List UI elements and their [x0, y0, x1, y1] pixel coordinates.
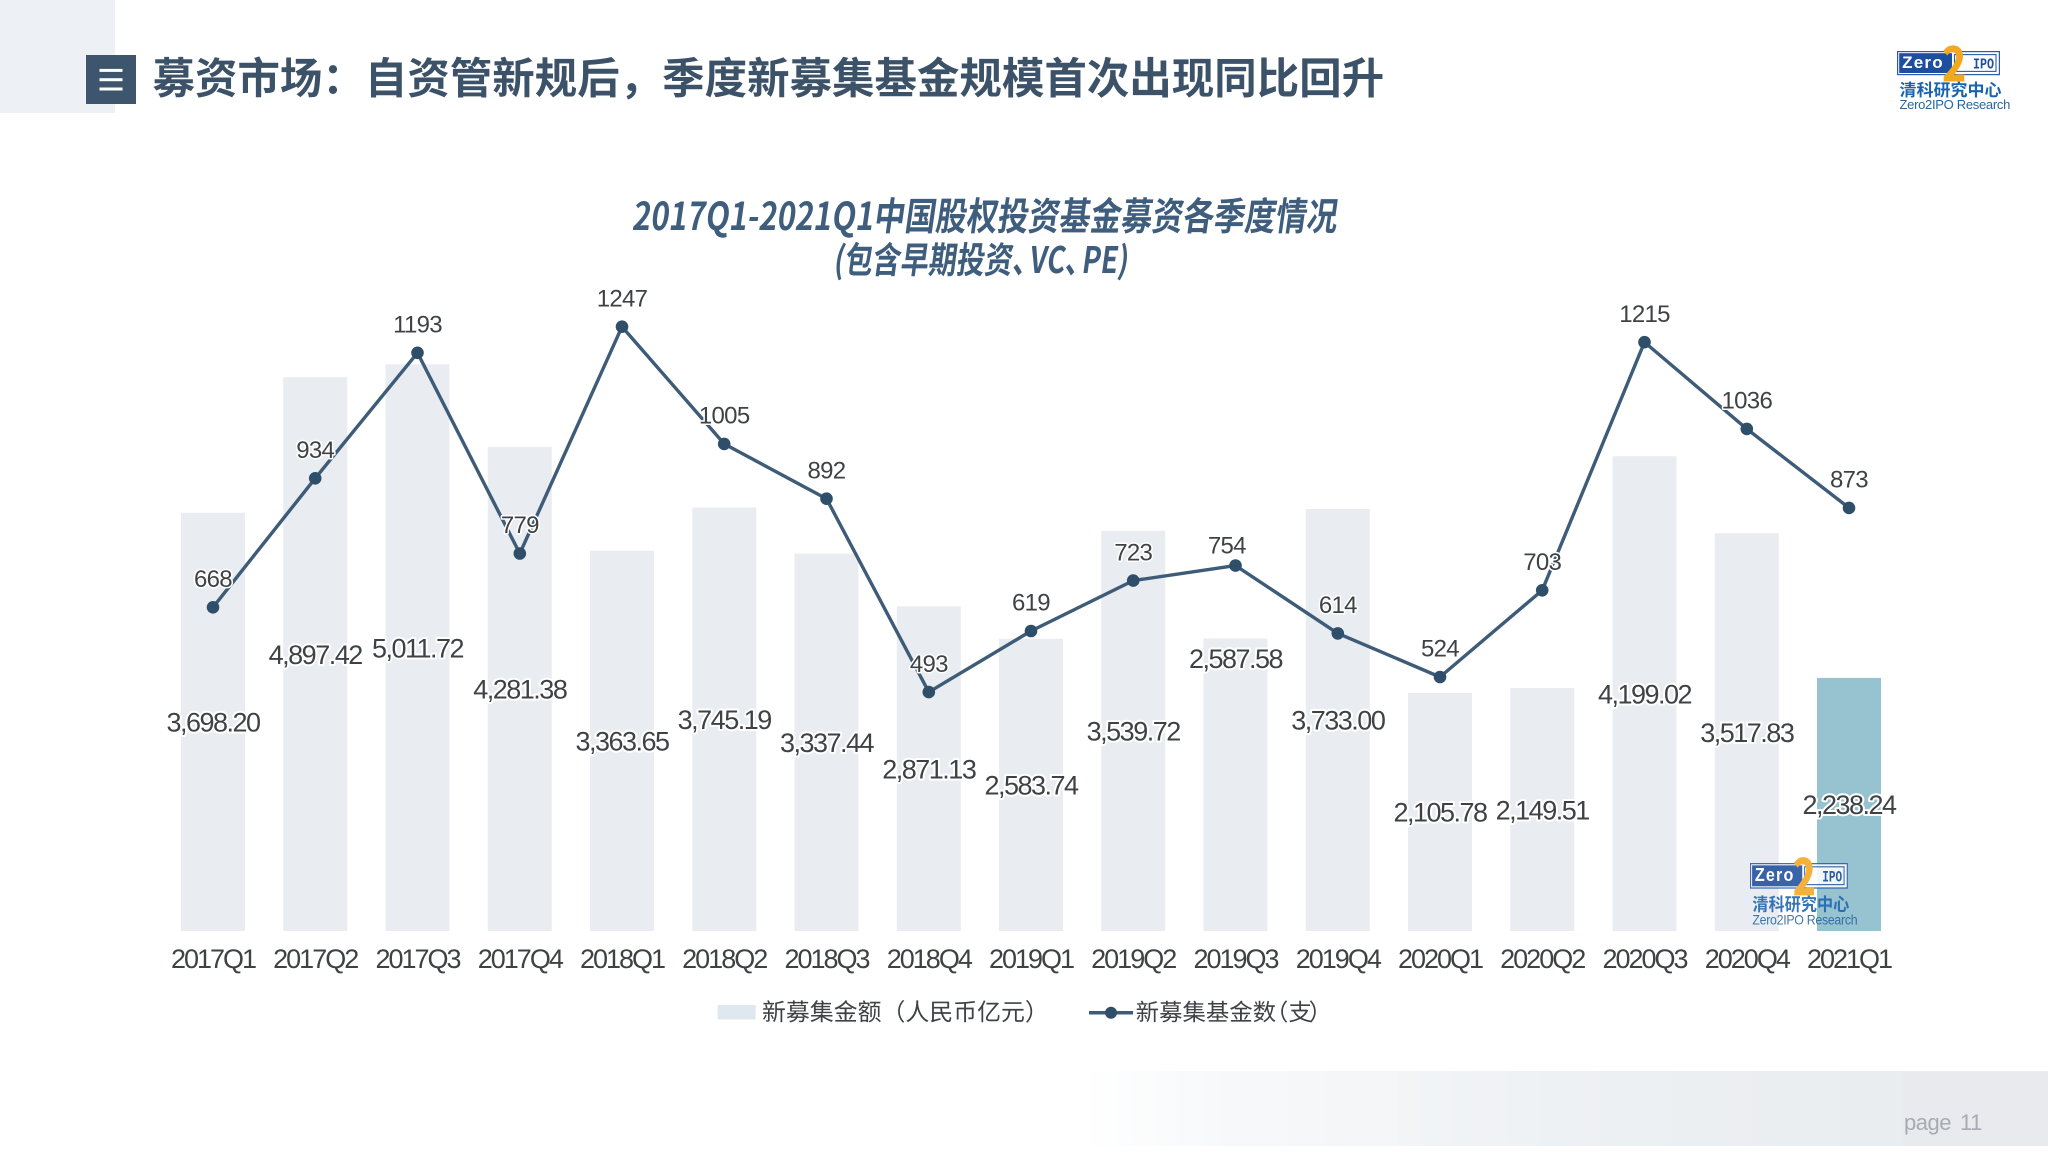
svg-text:2,149.51: 2,149.51 — [1496, 795, 1590, 825]
svg-text:2020Q1: 2020Q1 — [1398, 944, 1483, 974]
svg-text:2019Q4: 2019Q4 — [1296, 944, 1382, 974]
svg-text:524: 524 — [1421, 636, 1459, 663]
svg-text:493: 493 — [910, 651, 948, 678]
svg-text:873: 873 — [1830, 467, 1868, 494]
svg-text:2018Q1: 2018Q1 — [580, 944, 665, 974]
svg-text:4,897.42: 4,897.42 — [269, 640, 363, 670]
svg-text:2017Q3: 2017Q3 — [375, 944, 460, 974]
svg-text:2,238.24: 2,238.24 — [1802, 790, 1897, 820]
svg-text:3,363.65: 3,363.65 — [575, 727, 669, 757]
svg-text:2017Q1: 2017Q1 — [171, 944, 256, 974]
svg-text:4,199.02: 4,199.02 — [1598, 679, 1692, 709]
svg-text:3,337.44: 3,337.44 — [780, 728, 875, 758]
svg-text:668: 668 — [194, 566, 232, 593]
svg-text:3,745.19: 3,745.19 — [678, 705, 772, 735]
svg-text:2020Q4: 2020Q4 — [1705, 944, 1791, 974]
svg-text:1036: 1036 — [1722, 388, 1773, 415]
svg-text:703: 703 — [1523, 549, 1561, 576]
svg-text:2,105.78: 2,105.78 — [1393, 798, 1487, 828]
svg-text:2,871.13: 2,871.13 — [882, 755, 976, 785]
svg-text:1247: 1247 — [597, 285, 648, 312]
svg-text:2019Q2: 2019Q2 — [1091, 944, 1176, 974]
svg-text:2018Q4: 2018Q4 — [887, 944, 973, 974]
svg-text:4,281.38: 4,281.38 — [473, 675, 567, 705]
svg-text:2021Q1: 2021Q1 — [1807, 944, 1892, 974]
svg-text:754: 754 — [1208, 533, 1246, 560]
svg-text:2018Q2: 2018Q2 — [682, 944, 767, 974]
svg-text:614: 614 — [1319, 592, 1357, 619]
svg-text:3,517.83: 3,517.83 — [1700, 718, 1794, 748]
svg-text:2018Q3: 2018Q3 — [784, 944, 869, 974]
svg-text:892: 892 — [808, 457, 846, 484]
svg-text:2017Q2: 2017Q2 — [273, 944, 358, 974]
svg-text:2,583.74: 2,583.74 — [984, 771, 1079, 801]
svg-text:619: 619 — [1012, 590, 1050, 617]
svg-text:1193: 1193 — [393, 312, 442, 339]
svg-text:3,539.72: 3,539.72 — [1087, 717, 1181, 747]
svg-text:723: 723 — [1114, 539, 1152, 566]
svg-text:3,733.00: 3,733.00 — [1291, 706, 1385, 736]
svg-text:3,698.20: 3,698.20 — [166, 708, 260, 738]
svg-text:11: 11 — [1960, 1110, 1982, 1135]
svg-text:2019Q3: 2019Q3 — [1193, 944, 1278, 974]
svg-text:1215: 1215 — [1619, 301, 1670, 328]
svg-text:934: 934 — [296, 437, 334, 464]
svg-text:2020Q3: 2020Q3 — [1602, 944, 1687, 974]
svg-text:2017Q4: 2017Q4 — [478, 944, 564, 974]
svg-text:779: 779 — [501, 512, 539, 539]
svg-text:1005: 1005 — [699, 403, 750, 430]
svg-text:5,011.72: 5,011.72 — [372, 633, 464, 663]
svg-text:2019Q1: 2019Q1 — [989, 944, 1074, 974]
svg-text:2,587.58: 2,587.58 — [1189, 644, 1283, 674]
svg-text:2020Q2: 2020Q2 — [1500, 944, 1585, 974]
svg-text:page: page — [1904, 1110, 1951, 1135]
